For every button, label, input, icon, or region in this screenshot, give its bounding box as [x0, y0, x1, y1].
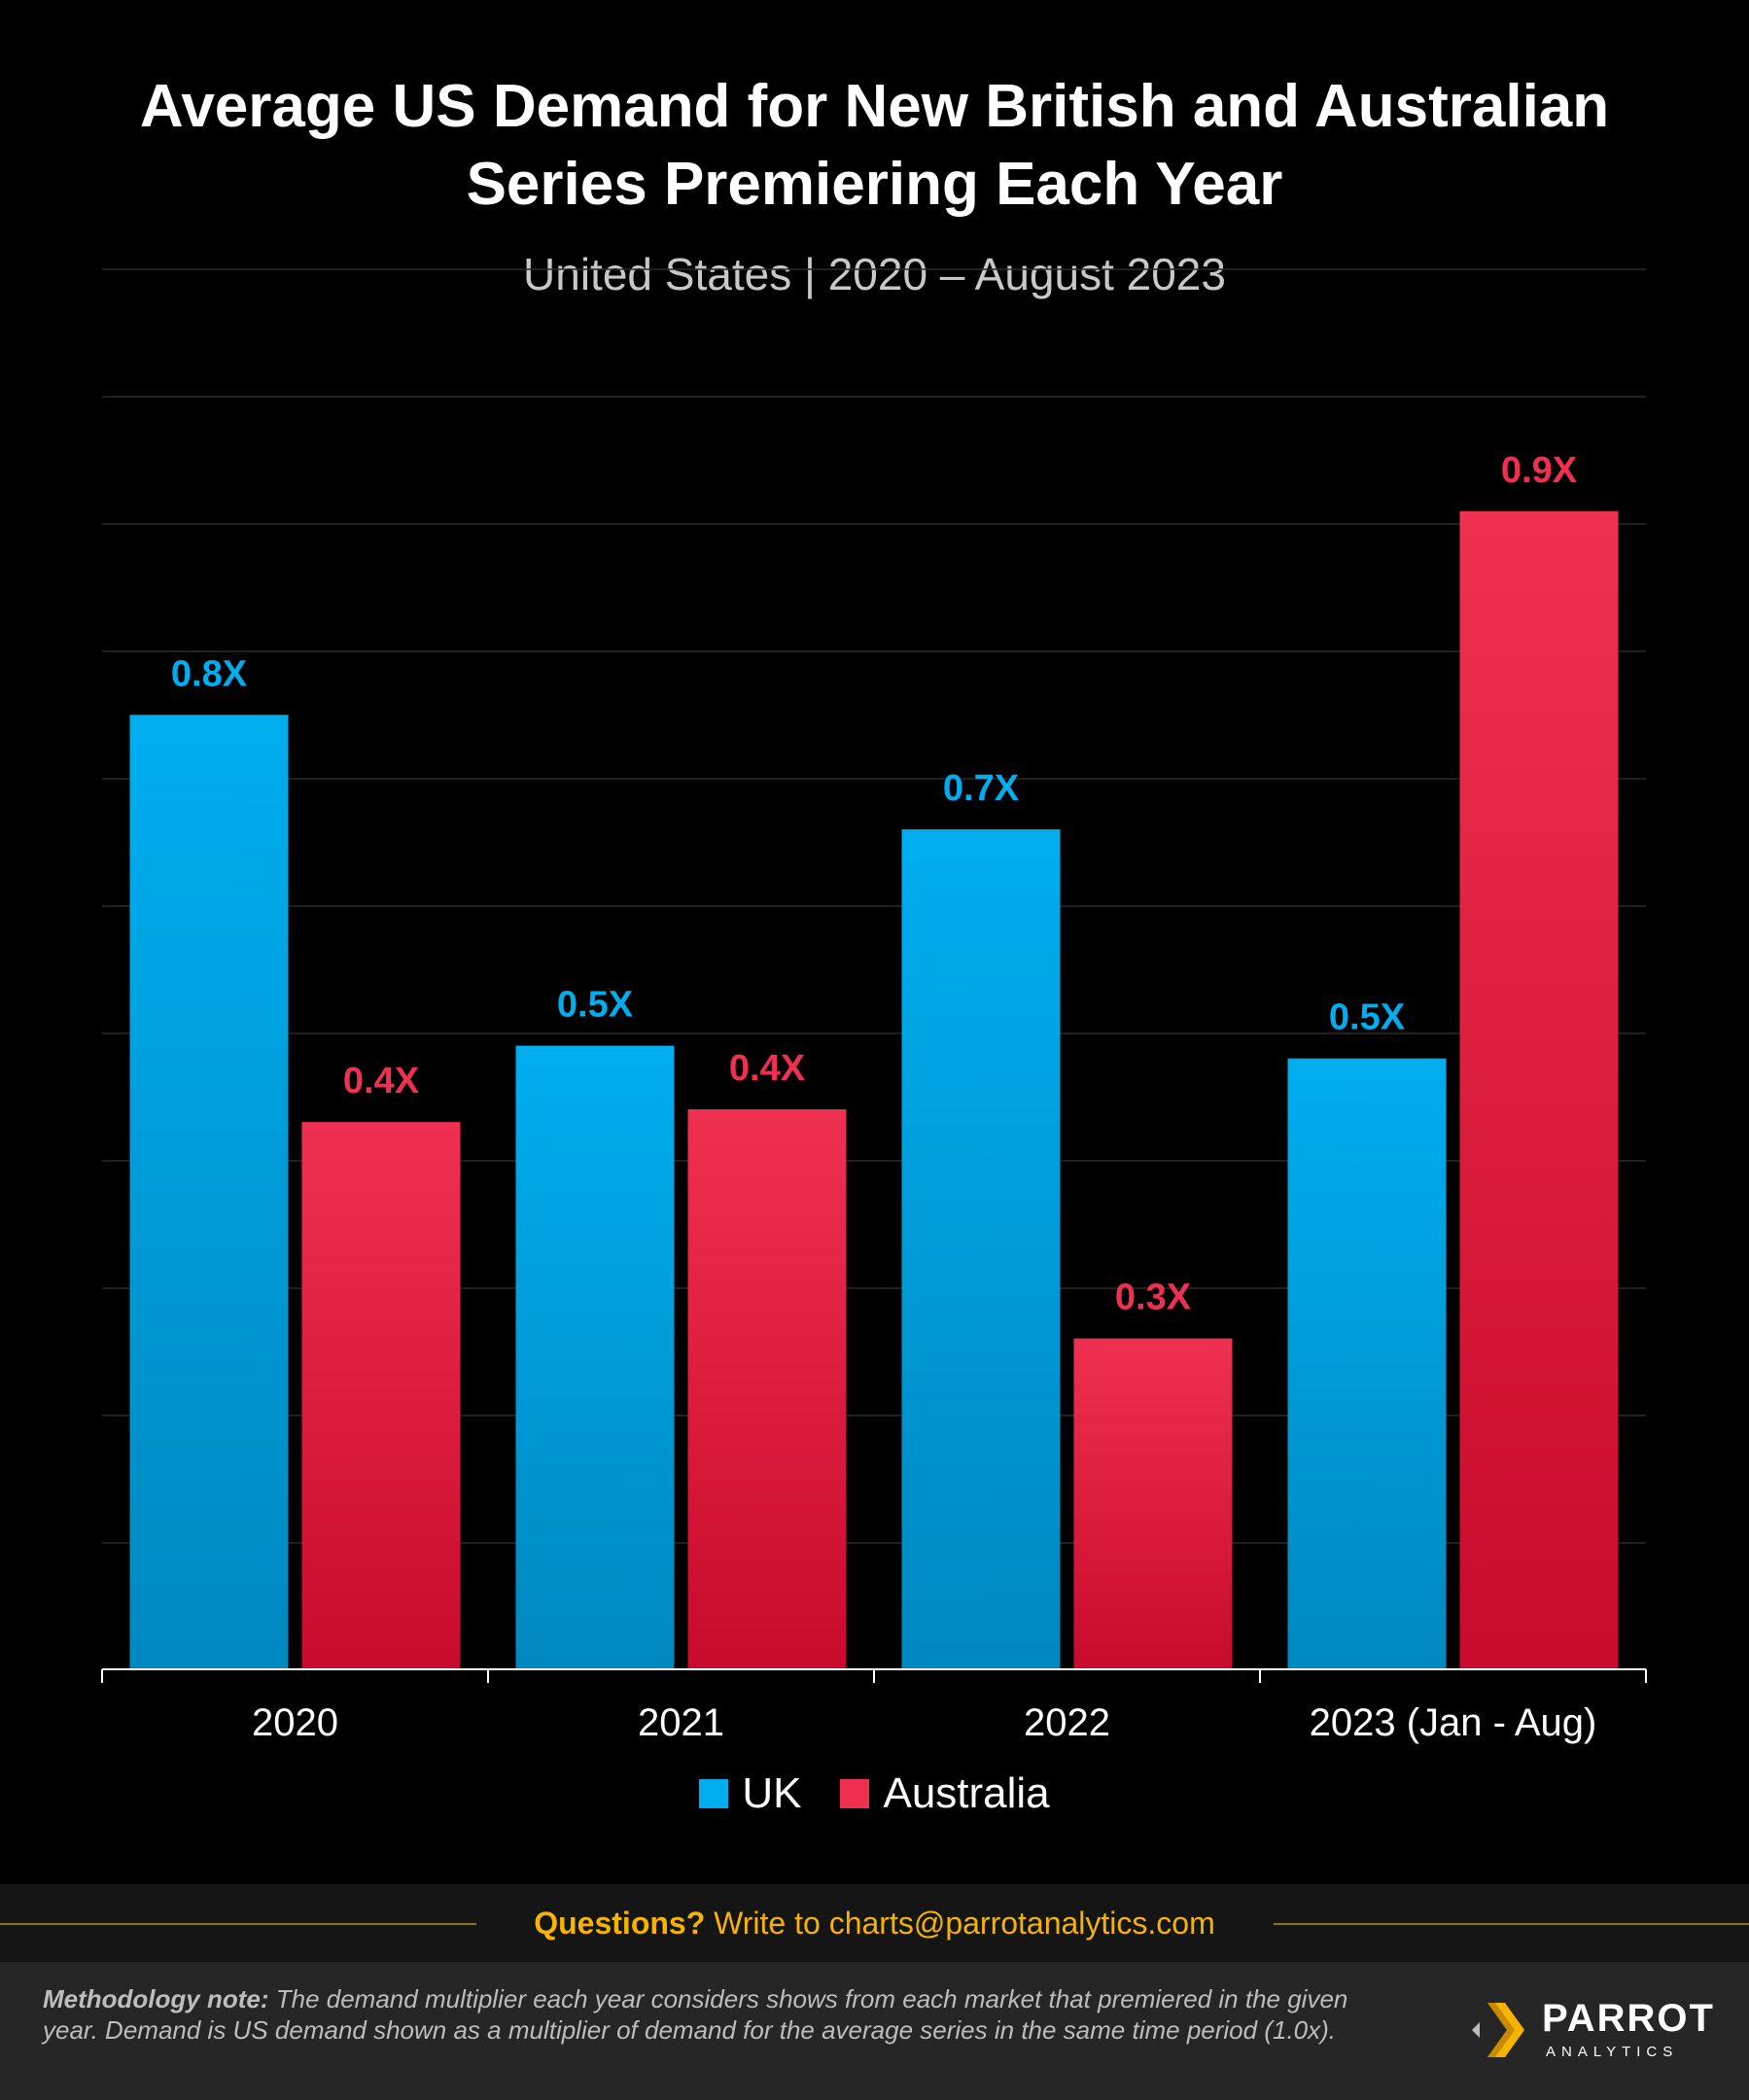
methodology-note-text: The demand multiplier each year consider… [43, 1984, 1348, 2045]
questions-label: Questions? [534, 1906, 706, 1941]
bar-uk-2 [901, 829, 1061, 1669]
data-label-australia-2: 0.3X [1115, 1278, 1192, 1318]
footer-rule-left [0, 1923, 476, 1925]
legend-item-uk: UK [699, 1769, 801, 1818]
chart-title-line-2: Series Premiering Each Year [466, 151, 1283, 218]
x-tick-label: 2020 [252, 1701, 338, 1744]
footer-note-bar: Methodology note: The demand multiplier … [0, 1962, 1749, 2100]
methodology-note: Methodology note: The demand multiplier … [43, 1983, 1394, 2046]
parrot-logo-icon [1472, 2003, 1524, 2057]
x-tick-label: 2021 [638, 1701, 724, 1744]
chart-title-line-1: Average US Demand for New British and Au… [139, 73, 1610, 140]
questions-email[interactable]: Write to charts@parrotanalytics.com [705, 1906, 1215, 1941]
legend-swatch-australia [840, 1779, 870, 1808]
x-tick-label: 2022 [1024, 1701, 1110, 1744]
data-label-uk-3: 0.5X [1329, 998, 1406, 1038]
bar-uk-3 [1287, 1058, 1447, 1669]
footer-rule-right [1274, 1923, 1749, 1925]
chart-title: Average US Demand for New British and Au… [0, 68, 1749, 224]
methodology-note-label: Methodology note: [43, 1984, 269, 2013]
logo-name: PARROT [1542, 1997, 1715, 2040]
data-label-australia-0: 0.4X [343, 1061, 420, 1102]
data-labels: 0.8X 0.4X 0.5X 0.4X 0.7X 0.3X 0.5X 0.9X [171, 450, 1578, 1318]
legend-swatch-uk [699, 1779, 729, 1808]
chart-subtitle: United States | 2020 – August 2023 [523, 249, 1226, 299]
bar-australia-1 [687, 1109, 847, 1669]
bar-uk-0 [129, 715, 289, 1669]
x-tick-label: 2023 (Jan - Aug) [1310, 1701, 1597, 1744]
x-axis: 2020 2021 2022 2023 (Jan - Aug) [101, 1668, 1647, 1744]
data-label-australia-1: 0.4X [729, 1048, 806, 1089]
legend-label-australia: Australia [883, 1769, 1050, 1817]
data-label-uk-2: 0.7X [943, 768, 1020, 809]
logo-sub: ANALYTICS [1546, 2044, 1679, 2060]
footer-questions: Questions? Write to charts@parrotanalyti… [0, 1884, 1749, 1962]
bar-australia-3 [1459, 510, 1619, 1669]
legend-label-uk: UK [742, 1769, 802, 1817]
bar-uk-1 [515, 1045, 675, 1669]
parrot-analytics-logo: PARROT ANALYTICS [1466, 1991, 1713, 2069]
legend: UK Australia [0, 1769, 1749, 1818]
bar-australia-2 [1073, 1338, 1233, 1669]
bars [129, 510, 1619, 1669]
legend-item-australia: Australia [840, 1769, 1050, 1818]
bar-chart: 0.8X0.4X0.5X0.4X0.7X0.3X0.5X0.9X 2020 202… [101, 268, 1647, 1744]
bar-australia-0 [301, 1122, 461, 1669]
data-label-uk-0: 0.8X [171, 653, 248, 694]
data-label-uk-1: 0.5X [557, 985, 634, 1026]
footer-questions-bar: Questions? Write to charts@parrotanalyti… [0, 1884, 1749, 1962]
data-label-australia-3: 0.9X [1501, 450, 1578, 491]
